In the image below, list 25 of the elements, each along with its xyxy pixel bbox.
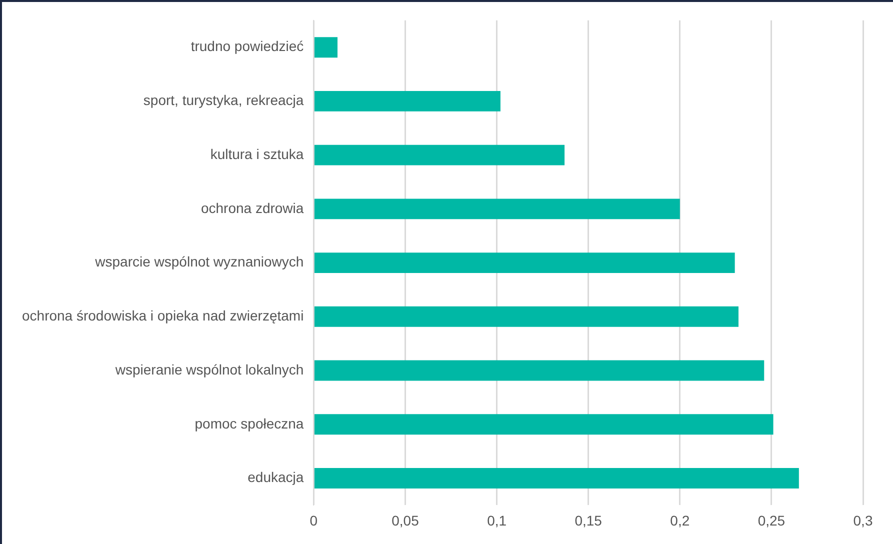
- x-tick-label: 0,3: [853, 512, 873, 528]
- bar: [314, 90, 500, 112]
- bar: [314, 144, 565, 166]
- x-tick-label: 0,1: [487, 512, 507, 528]
- y-tick-label: wsparcie wspólnot wyznaniowych: [94, 254, 304, 270]
- y-tick-label: edukacja: [248, 469, 304, 486]
- y-tick-label: pomoc społeczna: [194, 415, 304, 432]
- y-tick-label: ochrona środowiska i opieka nad zwierzętami: [22, 308, 304, 324]
- bar: [314, 37, 338, 58]
- bar: [314, 360, 764, 381]
- y-tick-label: wspieranie wspólnot lokalnych: [114, 361, 304, 378]
- y-tick-label: kultura i sztuka: [210, 146, 304, 162]
- x-tick-label: 0,25: [758, 512, 786, 528]
- bar: [314, 306, 738, 327]
- bar: [314, 468, 799, 488]
- bar: [314, 414, 774, 435]
- y-tick-label: sport, turystyka, rekreacja: [143, 92, 304, 108]
- y-tick-label: trudno powiedzieć: [190, 38, 304, 54]
- bar: [314, 198, 680, 220]
- x-tick-label: 0,15: [574, 512, 602, 528]
- x-tick-label: 0,2: [670, 512, 690, 528]
- x-tick-label: 0: [310, 512, 318, 528]
- x-tick-label: 0,05: [392, 512, 420, 528]
- bar: [314, 252, 735, 274]
- y-tick-label: ochrona zdrowia: [200, 200, 304, 216]
